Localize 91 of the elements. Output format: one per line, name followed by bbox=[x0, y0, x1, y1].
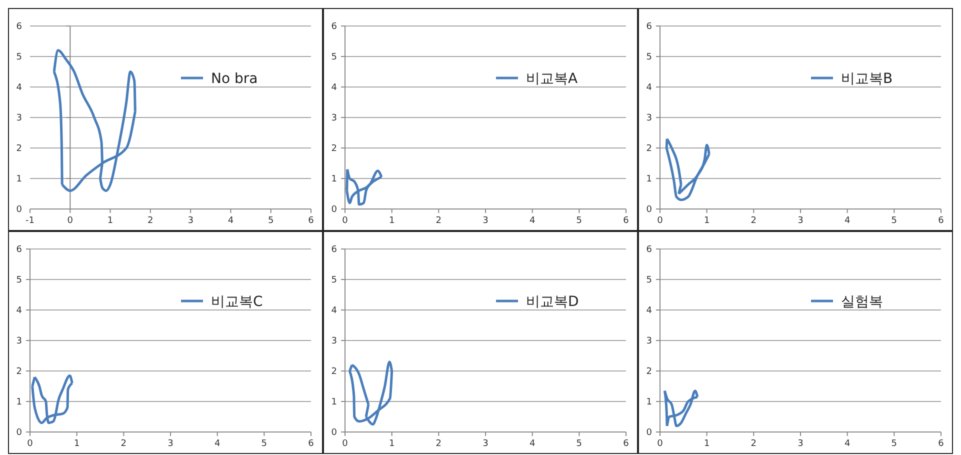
x-tick-label: 3 bbox=[188, 216, 194, 226]
x-tick-label: 5 bbox=[576, 216, 582, 226]
x-tick-label: 5 bbox=[268, 216, 274, 226]
y-tick-label: 1 bbox=[16, 174, 22, 184]
x-tick-label: 1 bbox=[74, 439, 80, 449]
y-tick-label: 1 bbox=[646, 398, 652, 408]
y-tick-label: 6 bbox=[331, 22, 338, 32]
legend-label: No bra bbox=[211, 71, 258, 87]
x-tick-label: 6 bbox=[623, 439, 630, 449]
x-tick-label: 2 bbox=[436, 216, 442, 226]
y-tick-label: 2 bbox=[331, 367, 337, 377]
y-tick-label: 4 bbox=[331, 83, 338, 93]
y-tick-label: 2 bbox=[16, 367, 22, 377]
x-tick-label: 4 bbox=[228, 216, 234, 226]
x-tick-label: 3 bbox=[798, 216, 804, 226]
x-tick-label: 5 bbox=[891, 439, 898, 449]
y-tick-label: 4 bbox=[16, 306, 22, 316]
x-tick-label: 5 bbox=[576, 439, 582, 449]
x-tick-label: 2 bbox=[750, 439, 757, 449]
y-tick-label: 1 bbox=[16, 398, 22, 408]
legend-label: 비교복A bbox=[526, 71, 578, 87]
x-tick-label: 4 bbox=[844, 216, 850, 226]
y-tick-label: 3 bbox=[646, 336, 652, 346]
x-tick-label: 6 bbox=[938, 439, 944, 449]
y-tick-label: 5 bbox=[331, 52, 337, 62]
y-tick-label: 4 bbox=[646, 83, 652, 93]
y-tick-label: 4 bbox=[646, 306, 652, 316]
y-tick-label: 0 bbox=[646, 205, 652, 215]
legend-label: 비교복C bbox=[211, 294, 263, 310]
y-tick-label: 6 bbox=[646, 22, 652, 32]
y-tick-label: 6 bbox=[331, 245, 338, 255]
y-tick-label: 4 bbox=[16, 83, 22, 93]
x-tick-label: 2 bbox=[436, 439, 442, 449]
y-tick-label: 2 bbox=[646, 144, 652, 154]
x-tick-label: 0 bbox=[342, 216, 348, 226]
y-tick-label: 0 bbox=[331, 205, 338, 215]
x-tick-label: 4 bbox=[214, 439, 220, 449]
x-tick-label: 3 bbox=[482, 439, 488, 449]
x-tick-label: -1 bbox=[26, 216, 34, 226]
x-tick-label: 1 bbox=[704, 216, 710, 226]
x-tick-label: 0 bbox=[657, 439, 664, 449]
y-tick-label: 3 bbox=[646, 114, 652, 124]
x-tick-label: 2 bbox=[750, 216, 757, 226]
legend-label: 실험복 bbox=[841, 294, 883, 310]
y-tick-label: 0 bbox=[16, 205, 22, 215]
x-tick-label: 1 bbox=[388, 216, 395, 226]
y-tick-label: 2 bbox=[16, 144, 22, 154]
x-tick-label: 6 bbox=[308, 216, 314, 226]
x-tick-label: 4 bbox=[529, 216, 536, 226]
x-tick-label: 6 bbox=[623, 216, 630, 226]
x-tick-label: 2 bbox=[148, 216, 154, 226]
x-tick-label: 3 bbox=[168, 439, 174, 449]
x-tick-label: 3 bbox=[798, 439, 804, 449]
y-tick-label: 3 bbox=[331, 114, 337, 124]
y-tick-label: 2 bbox=[331, 144, 337, 154]
x-tick-label: 5 bbox=[261, 439, 268, 449]
y-tick-label: 6 bbox=[16, 245, 22, 255]
y-tick-label: 0 bbox=[646, 428, 652, 438]
x-tick-label: 5 bbox=[891, 216, 898, 226]
x-tick-label: 1 bbox=[107, 216, 114, 226]
y-tick-label: 5 bbox=[646, 276, 652, 286]
y-tick-label: 5 bbox=[646, 52, 652, 62]
legend-label: 비교복B bbox=[841, 71, 893, 87]
y-tick-label: 3 bbox=[16, 114, 22, 124]
x-tick-label: 3 bbox=[482, 216, 488, 226]
y-tick-label: 3 bbox=[331, 336, 337, 346]
x-tick-label: 1 bbox=[388, 439, 395, 449]
y-tick-label: 0 bbox=[331, 428, 338, 438]
x-tick-label: 2 bbox=[120, 439, 127, 449]
y-tick-label: 2 bbox=[646, 367, 652, 377]
y-tick-label: 4 bbox=[331, 306, 338, 316]
x-tick-label: 6 bbox=[938, 216, 944, 226]
y-tick-label: 3 bbox=[16, 336, 22, 346]
legend-label: 비교복D bbox=[526, 294, 579, 310]
y-tick-label: 5 bbox=[331, 276, 337, 286]
x-tick-label: 4 bbox=[529, 439, 536, 449]
x-tick-label: 0 bbox=[27, 439, 34, 449]
y-tick-label: 5 bbox=[16, 276, 22, 286]
y-tick-label: 6 bbox=[646, 245, 652, 255]
y-tick-label: 1 bbox=[331, 398, 337, 408]
y-tick-label: 1 bbox=[331, 174, 337, 184]
y-tick-label: 6 bbox=[16, 22, 22, 32]
x-tick-label: 0 bbox=[657, 216, 664, 226]
y-tick-label: 5 bbox=[16, 52, 22, 62]
y-tick-label: 0 bbox=[16, 428, 22, 438]
x-tick-label: 6 bbox=[308, 439, 314, 449]
x-tick-label: 4 bbox=[844, 439, 850, 449]
x-tick-label: 0 bbox=[67, 216, 74, 226]
x-tick-label: 0 bbox=[342, 439, 348, 449]
x-tick-label: 1 bbox=[704, 439, 710, 449]
y-tick-label: 1 bbox=[646, 174, 652, 184]
